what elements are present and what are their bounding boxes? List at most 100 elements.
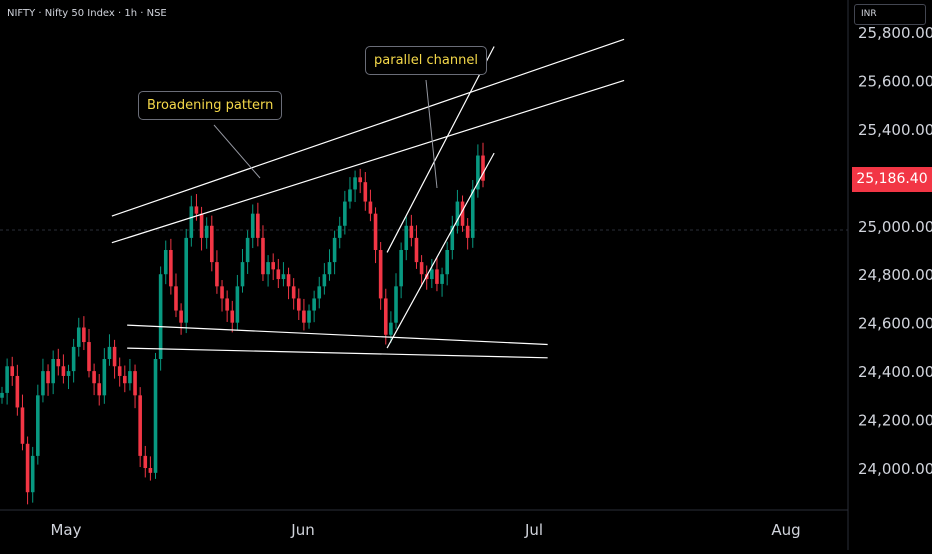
candle (450, 215, 455, 260)
currency-selector[interactable]: INR (854, 4, 926, 25)
candle-body (250, 213, 255, 238)
candle-body (281, 274, 286, 280)
candle (435, 257, 439, 292)
candle (337, 216, 342, 249)
candle-body (158, 274, 163, 359)
candle (409, 214, 414, 247)
candle (215, 250, 219, 294)
candle-body (240, 262, 245, 287)
candle (296, 288, 301, 321)
candle-body (307, 310, 311, 323)
candle (322, 263, 327, 295)
candle (46, 364, 50, 396)
candle (276, 258, 281, 289)
candle-body (30, 455, 35, 493)
candle (82, 316, 86, 351)
candle (36, 384, 40, 465)
candle (240, 249, 245, 293)
candle (373, 207, 378, 264)
candle-body (343, 201, 347, 226)
parallel-channel-note[interactable]: parallel channel (365, 46, 487, 75)
candle-body (322, 274, 327, 287)
note-pointer (425, 79, 438, 189)
candle-body (404, 225, 409, 250)
trendline (111, 38, 625, 217)
candle-body (291, 286, 296, 299)
candle-body (143, 455, 148, 468)
candle (174, 273, 178, 318)
candle (25, 436, 30, 505)
candle-body (435, 269, 439, 284)
candle-body (373, 213, 378, 250)
candle-body (102, 359, 107, 396)
candle-body (0, 392, 4, 398)
candle-body (87, 342, 91, 372)
candle-body (399, 250, 403, 287)
symbol-title[interactable]: NIFTY · Nifty 50 Index · 1h · NSE (7, 8, 167, 19)
trendline (127, 347, 548, 359)
candle (112, 339, 117, 379)
candle (10, 356, 15, 386)
x-tick-label: Jun (290, 521, 314, 539)
candle (41, 358, 45, 403)
candle (476, 144, 480, 198)
candle (102, 348, 107, 404)
candle-body (76, 327, 81, 347)
candle (235, 274, 240, 331)
candle-body (470, 189, 475, 238)
candle (209, 215, 214, 272)
candle (153, 352, 158, 479)
candle (312, 290, 316, 323)
candle (225, 290, 229, 322)
candle (97, 374, 102, 406)
candle-body (327, 262, 332, 275)
candle (327, 249, 332, 281)
candle (332, 230, 337, 275)
candle-body (465, 225, 470, 238)
candle-body (358, 177, 362, 183)
candle-body (430, 269, 434, 280)
candle (245, 230, 250, 274)
candle (138, 387, 142, 468)
candle-body (117, 366, 122, 376)
candle (143, 445, 148, 478)
candle-body (184, 237, 189, 323)
y-tick-label: 24,000.00 (858, 460, 932, 478)
candle-body (445, 250, 449, 275)
candle-body (107, 346, 112, 359)
candle (15, 364, 20, 416)
candle-body (92, 371, 96, 384)
candle-body (46, 371, 50, 384)
candle-body (440, 274, 444, 284)
candle (133, 364, 137, 409)
candle-body (332, 237, 337, 263)
candle-body (169, 250, 173, 287)
candle (383, 288, 388, 345)
candle-body (348, 189, 352, 202)
candle-body (163, 250, 168, 275)
candle-body (189, 206, 194, 238)
candle-body (41, 371, 45, 396)
y-tick-label: 24,200.00 (858, 412, 932, 430)
candle (445, 241, 449, 286)
broadening-pattern-note[interactable]: Broadening pattern (138, 91, 283, 120)
candle (271, 253, 276, 281)
time-axis[interactable]: May Jun Jul Aug (50, 521, 800, 539)
candle-body (394, 286, 398, 323)
candle (440, 267, 444, 297)
candle-body (25, 443, 30, 493)
candle-body (256, 213, 260, 238)
candle (158, 266, 163, 371)
candle (117, 357, 122, 387)
candle (481, 142, 485, 188)
candle-body (317, 286, 322, 299)
candle-body (337, 225, 342, 238)
candle (363, 172, 368, 211)
candle (179, 303, 183, 335)
candle-body (194, 206, 199, 214)
candle (317, 276, 322, 309)
candle (56, 348, 61, 376)
candle (256, 202, 260, 247)
